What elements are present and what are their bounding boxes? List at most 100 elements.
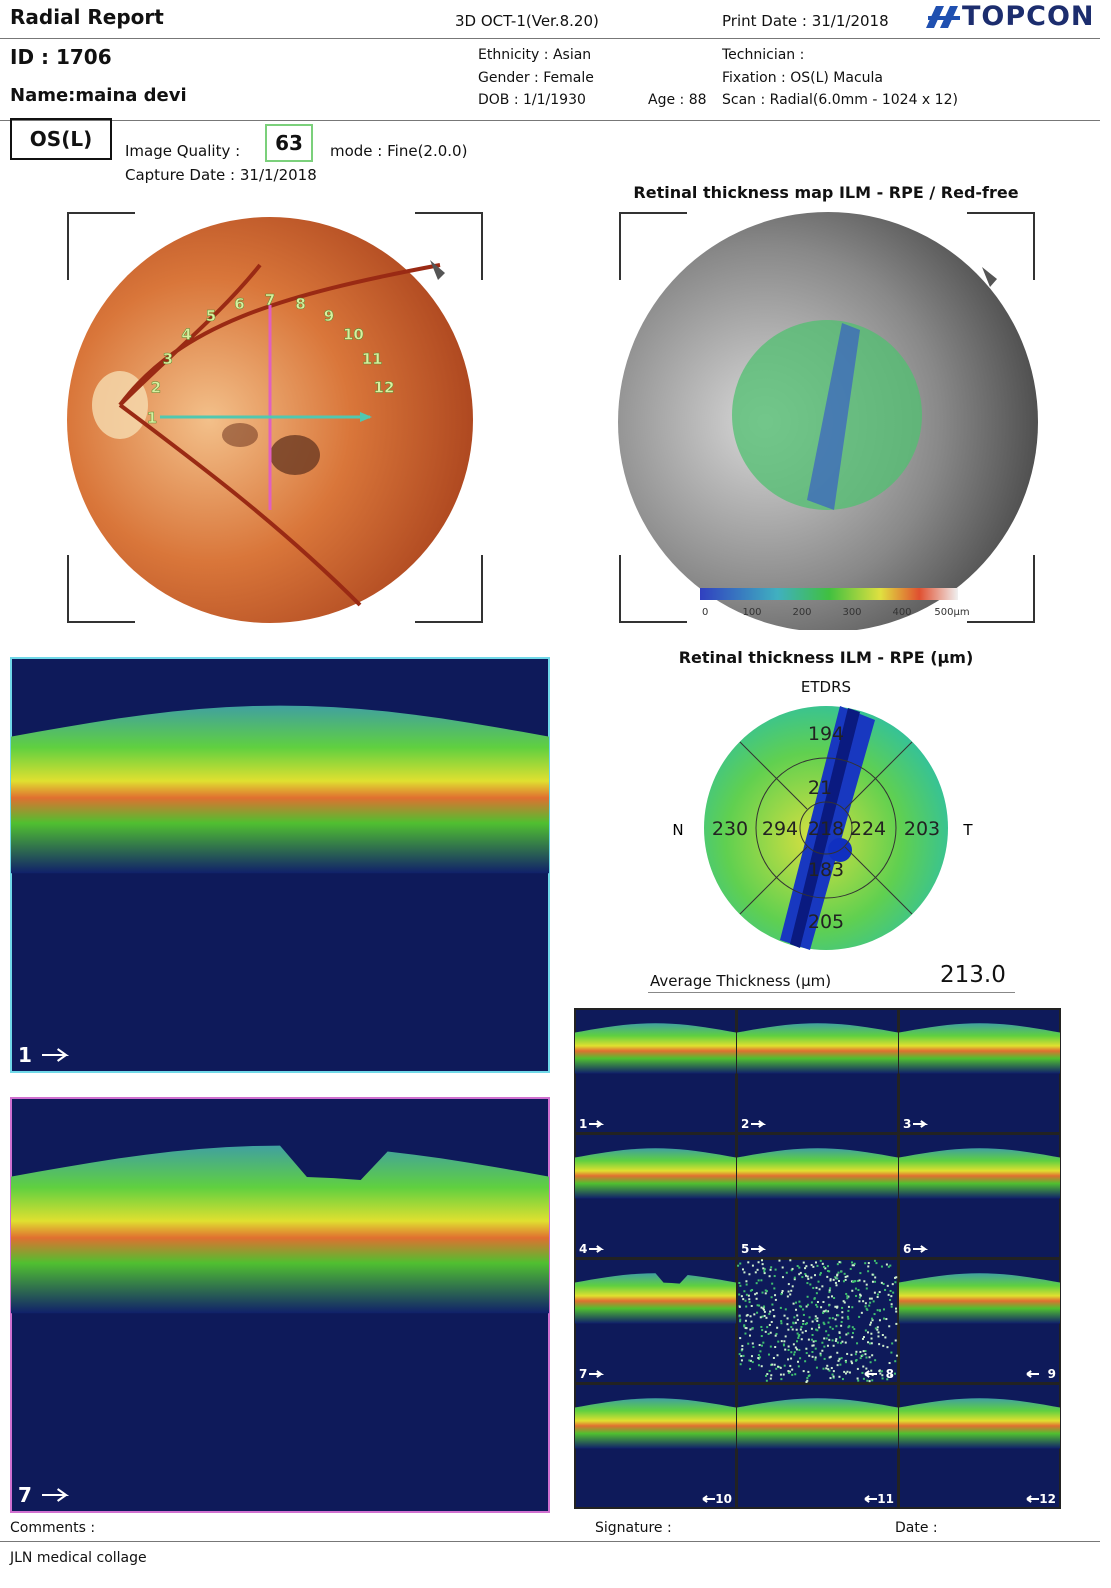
speckle (811, 1339, 813, 1341)
speckle (891, 1303, 893, 1305)
speckle (805, 1275, 807, 1277)
speckle (837, 1272, 839, 1274)
speckle (891, 1342, 893, 1344)
speckle (890, 1352, 892, 1354)
speckle (895, 1311, 897, 1313)
speckle (746, 1284, 748, 1286)
divider (0, 38, 1100, 39)
speckle (796, 1348, 798, 1350)
speckle (780, 1320, 782, 1322)
speckle (829, 1377, 831, 1379)
speckle (838, 1376, 840, 1378)
speckle (865, 1368, 867, 1370)
scale-label: 100 (742, 607, 761, 618)
speckle (853, 1328, 855, 1330)
speckle (757, 1269, 759, 1271)
speckle (840, 1271, 842, 1273)
bscan-label: 1 (18, 1043, 32, 1067)
speckle (770, 1269, 772, 1271)
speckle (739, 1320, 741, 1322)
speckle (806, 1282, 808, 1284)
patient-id: ID : 1706 (10, 45, 112, 69)
speckle (794, 1277, 796, 1279)
speckle (777, 1354, 779, 1356)
speckle (879, 1291, 881, 1293)
speckle (859, 1272, 861, 1274)
speckle (869, 1380, 871, 1382)
speckle (872, 1274, 874, 1276)
speckle (870, 1322, 872, 1324)
speckle (758, 1354, 760, 1356)
speckle (774, 1346, 776, 1348)
scan-label: 3 (163, 350, 173, 368)
scan-label: 9 (324, 307, 334, 325)
speckle (858, 1316, 860, 1318)
speckle (811, 1328, 813, 1330)
scan-label: 5 (206, 307, 216, 325)
speckle (828, 1296, 830, 1298)
speckle (780, 1322, 782, 1324)
speckle (874, 1292, 876, 1294)
speckle (881, 1370, 883, 1372)
speckle (816, 1287, 818, 1289)
speckle (843, 1300, 845, 1302)
speckle (829, 1317, 831, 1319)
speckle (818, 1324, 820, 1326)
speckle (865, 1329, 867, 1331)
speckle (745, 1320, 747, 1322)
speckle (823, 1337, 825, 1339)
speckle (783, 1340, 785, 1342)
comments: Comments : (10, 1520, 95, 1536)
speckle (781, 1340, 783, 1342)
retina (899, 1023, 1060, 1073)
speckle (748, 1295, 750, 1297)
speckle (885, 1318, 887, 1320)
speckle (795, 1347, 797, 1349)
scale-label: 0 (702, 607, 708, 618)
speckle (760, 1316, 762, 1318)
speckle (819, 1288, 821, 1290)
speckle (805, 1330, 807, 1332)
speckle (869, 1298, 871, 1300)
speckle (869, 1342, 871, 1344)
brand-logo (922, 2, 962, 32)
speckle (851, 1261, 853, 1263)
speckle (851, 1290, 853, 1292)
speckle (790, 1358, 792, 1360)
speckle (756, 1312, 758, 1314)
speckle (773, 1315, 775, 1317)
speckle (882, 1377, 884, 1379)
speckle (798, 1267, 800, 1269)
speckle (794, 1373, 796, 1375)
speckle (827, 1322, 829, 1324)
speckle (752, 1342, 754, 1344)
speckle (761, 1307, 763, 1309)
speckle (894, 1373, 896, 1375)
speckle (820, 1306, 822, 1308)
device: 3D OCT-1(Ver.8.20) (455, 12, 599, 30)
speckle (788, 1345, 790, 1347)
speckle (814, 1274, 816, 1276)
speckle (768, 1354, 770, 1356)
speckle (881, 1282, 883, 1284)
speckle (762, 1342, 764, 1344)
bscan (899, 1134, 1060, 1258)
speckle (748, 1273, 750, 1275)
speckle (752, 1361, 754, 1363)
speckle (770, 1332, 772, 1334)
etdrs-subtitle: ETDRS (626, 678, 1026, 696)
speckle (739, 1337, 741, 1339)
speckle (783, 1343, 785, 1345)
speckle (832, 1328, 834, 1330)
image-quality: 63 (265, 124, 313, 162)
speckle (816, 1367, 818, 1369)
etdrs-value: 203 (904, 818, 940, 840)
speckle (743, 1324, 745, 1326)
speckle (762, 1267, 764, 1269)
speckle (822, 1312, 824, 1314)
scan-label: 11 (362, 350, 383, 368)
image-quality-label: Image Quality : (125, 142, 240, 160)
speckle (771, 1364, 773, 1366)
speckle (848, 1306, 850, 1308)
speckle (835, 1325, 837, 1327)
